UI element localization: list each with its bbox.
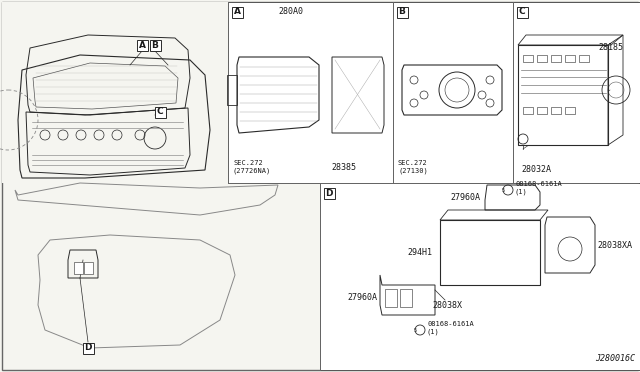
Bar <box>2 2 228 183</box>
Bar <box>516 6 527 17</box>
Text: 08168-6161A
(1): 08168-6161A (1) <box>515 181 562 195</box>
Bar <box>523 55 533 62</box>
Text: 28185: 28185 <box>598 42 623 51</box>
Bar <box>228 2 393 183</box>
Text: 27960A: 27960A <box>347 292 377 301</box>
Bar <box>537 55 547 62</box>
Text: J280016C: J280016C <box>595 354 635 363</box>
Text: 5: 5 <box>413 327 417 333</box>
Text: B: B <box>152 41 159 49</box>
Bar <box>579 55 589 62</box>
Text: D: D <box>84 343 92 353</box>
Bar <box>523 107 533 114</box>
Text: C: C <box>518 7 525 16</box>
Text: A: A <box>234 7 241 16</box>
Bar <box>323 187 335 199</box>
Text: 27960A: 27960A <box>450 192 480 202</box>
Text: SEC.272
(27130): SEC.272 (27130) <box>398 160 428 174</box>
Text: 294H1: 294H1 <box>407 248 432 257</box>
Bar <box>551 107 561 114</box>
Bar <box>393 2 513 183</box>
Bar <box>154 106 166 118</box>
Bar <box>537 107 547 114</box>
Bar <box>513 2 640 183</box>
Bar <box>440 220 540 285</box>
Text: SEC.272
(27726NA): SEC.272 (27726NA) <box>233 160 271 174</box>
Bar <box>150 39 161 51</box>
Bar <box>551 55 561 62</box>
Bar <box>400 289 412 307</box>
Text: 28038XA: 28038XA <box>597 241 632 250</box>
Text: 08168-6161A
(1): 08168-6161A (1) <box>427 321 474 335</box>
Bar <box>565 107 575 114</box>
Bar <box>74 262 83 274</box>
Text: 28032A: 28032A <box>521 166 551 174</box>
Bar <box>136 39 147 51</box>
Text: B: B <box>399 7 405 16</box>
Text: 5: 5 <box>501 187 504 192</box>
Text: 280A0: 280A0 <box>278 7 303 16</box>
Text: A: A <box>138 41 145 49</box>
Bar <box>83 343 93 353</box>
Text: C: C <box>157 108 163 116</box>
Bar <box>397 6 408 17</box>
Text: 28038X: 28038X <box>432 301 462 310</box>
Bar <box>565 55 575 62</box>
Bar <box>232 6 243 17</box>
Text: D: D <box>325 189 333 198</box>
Bar <box>385 289 397 307</box>
Bar <box>320 183 640 370</box>
Bar <box>84 262 93 274</box>
Text: 28385: 28385 <box>331 163 356 171</box>
Bar <box>518 45 608 145</box>
